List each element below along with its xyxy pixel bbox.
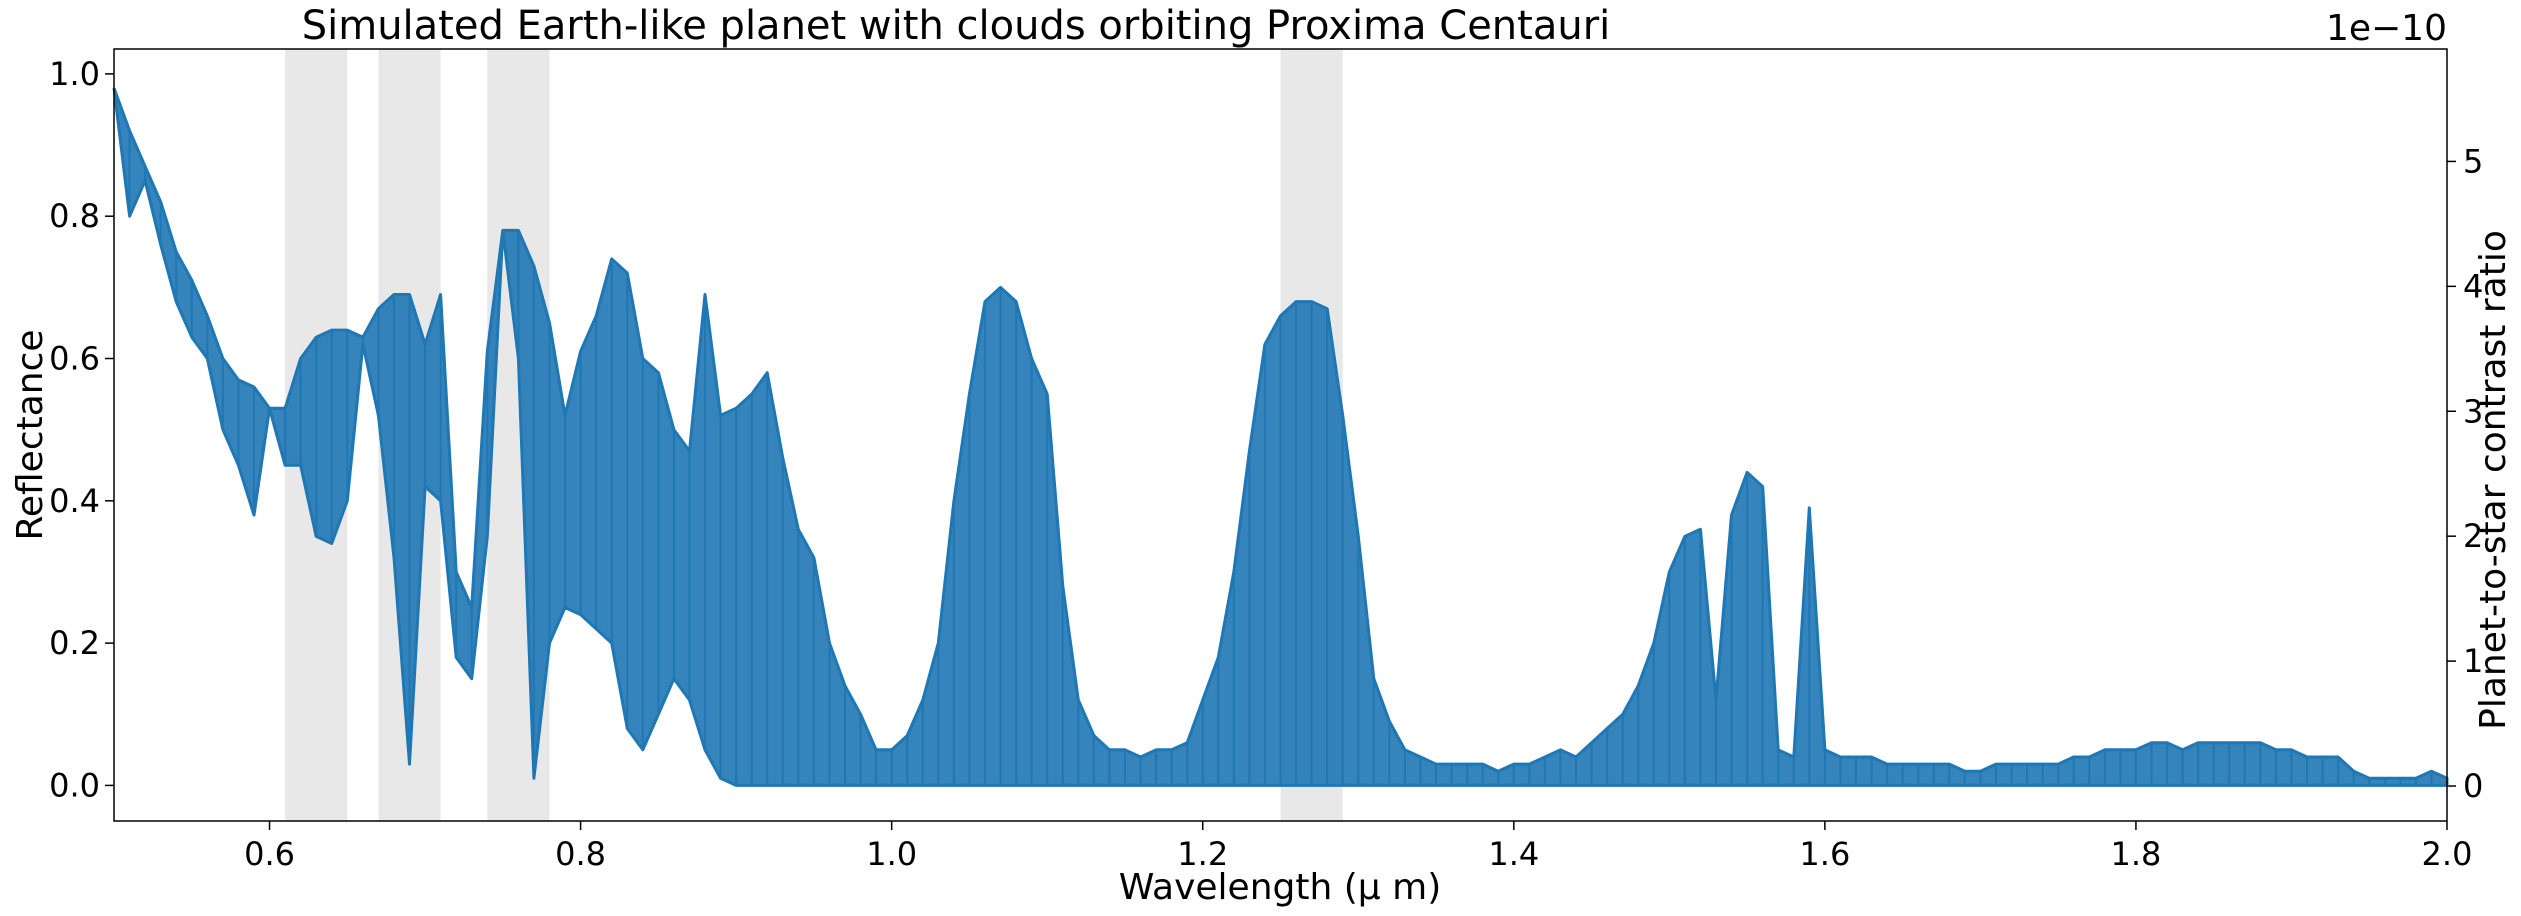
y2-tick-label: 3	[2463, 392, 2483, 430]
y-tick-label: 0.4	[49, 482, 100, 520]
x-tick-label: 1.4	[1488, 835, 1539, 873]
x-tick-label: 0.8	[555, 835, 606, 873]
x-tick-labels: 0.6 0.8 1.0 1.2 1.4 1.6 1.8 2.0	[244, 835, 2472, 873]
y2-tick-label: 1	[2463, 642, 2483, 680]
x-axis-label: Wavelength (μ m)	[1119, 867, 1442, 908]
y2-tick-label: 4	[2463, 267, 2483, 305]
chart-title: Simulated Earth-like planet with clouds …	[302, 3, 1611, 49]
y-tick-label: 0.2	[49, 624, 100, 662]
x-tick-label: 1.8	[2110, 835, 2161, 873]
y-tick-label: 1.0	[49, 55, 100, 93]
x-tick-label: 0.6	[244, 835, 295, 873]
y2-tick-labels: 0 1 2 3 4 5	[2463, 142, 2483, 805]
y-tick-label: 0.0	[49, 766, 100, 804]
y2-offset-label: 1e−10	[2326, 8, 2447, 49]
x-tick-label: 1.0	[866, 835, 917, 873]
y2-axis-label: Planet-to-star contrast ratio	[2473, 230, 2514, 730]
y-tick-label: 0.6	[49, 340, 100, 378]
y2-tick-label: 2	[2463, 517, 2483, 555]
x-tick-label: 1.2	[1177, 835, 1228, 873]
x-tick-label: 1.6	[1799, 835, 1850, 873]
plot-frame	[113, 48, 2448, 822]
y-tick-label: 0.8	[49, 197, 100, 235]
y-tick-labels: 0.0 0.2 0.4 0.6 0.8 1.0	[49, 55, 100, 805]
tick-marks	[105, 73, 2456, 830]
y-axis-label: Reflectance	[10, 329, 51, 540]
y2-tick-label: 5	[2463, 142, 2483, 180]
series-layer	[112, 87, 2449, 787]
x-tick-label: 2.0	[2422, 835, 2473, 873]
y2-tick-label: 0	[2463, 767, 2483, 805]
